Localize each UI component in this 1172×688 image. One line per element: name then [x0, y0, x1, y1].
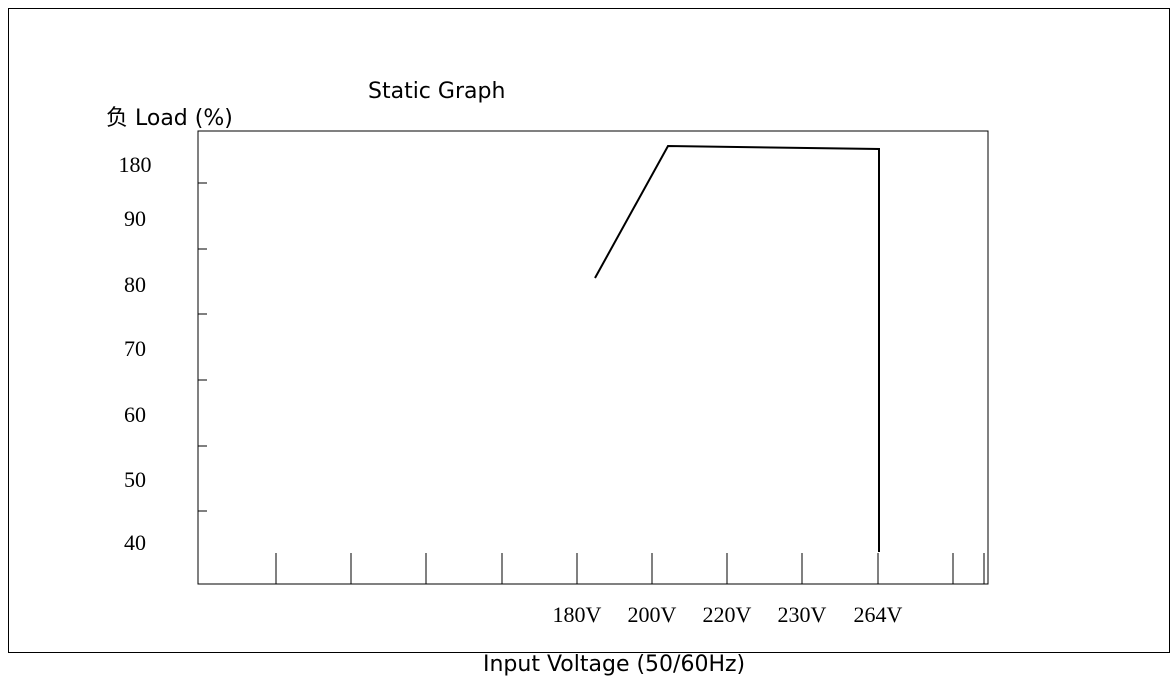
chart-title: Static Graph — [368, 79, 506, 104]
y-tick-labels: 180 90 80 70 60 50 40 — [119, 152, 152, 555]
y-axis-label: 负 Load (%) — [106, 106, 233, 131]
series-line-0 — [594, 144, 880, 552]
y-tick-label: 70 — [124, 336, 146, 361]
x-tick-label: 264V — [854, 602, 903, 627]
y-tick-label: 180 — [119, 152, 152, 177]
x-tick-labels: 180V 200V 220V 230V 264V — [553, 602, 903, 627]
plot-area — [197, 130, 989, 585]
x-ticks — [275, 553, 985, 584]
y-tick-label: 80 — [124, 272, 146, 297]
x-tick-label: 220V — [703, 602, 752, 627]
x-tick-label: 180V — [553, 602, 602, 627]
y-tick-label: 90 — [124, 206, 146, 231]
x-axis-label: Input Voltage (50/60Hz) — [483, 652, 746, 677]
x-tick-label: 230V — [778, 602, 827, 627]
y-tick-label: 40 — [124, 530, 146, 555]
x-tick-label: 200V — [628, 602, 677, 627]
y-ticks — [198, 182, 207, 512]
y-tick-label: 60 — [124, 402, 146, 427]
series-group — [594, 144, 880, 552]
outer-frame — [8, 8, 1170, 653]
y-tick-label: 50 — [124, 467, 146, 492]
